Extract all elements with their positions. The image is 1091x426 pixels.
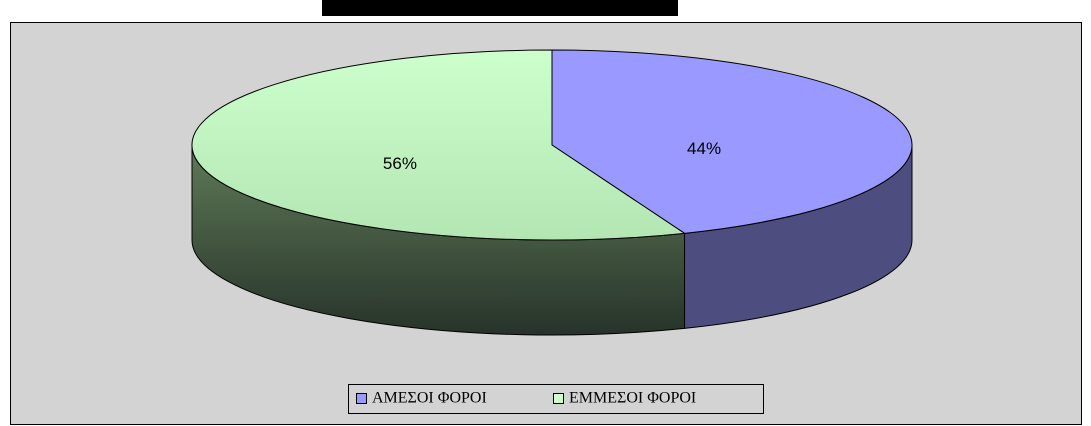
slice — [551, 49, 913, 234]
data-label: 56% — [383, 154, 417, 173]
legend-label: ΑΜΕΣΟΙ ΦΟΡΟΙ — [372, 390, 487, 407]
data-label: 44% — [687, 139, 721, 158]
legend-label: ΕΜΜΕΣΟΙ ΦΟΡΟΙ — [569, 390, 696, 407]
pie: 44% 56% — [191, 49, 913, 336]
legend-swatch — [356, 393, 367, 404]
legend-items: ΑΜΕΣΟΙ ΦΟΡΟΙ ΕΜΜΕΣΟΙ ΦΟΡΟΙ — [356, 390, 696, 407]
title-bar — [322, 0, 678, 16]
slice — [191, 49, 686, 241]
legend-swatch — [553, 393, 564, 404]
